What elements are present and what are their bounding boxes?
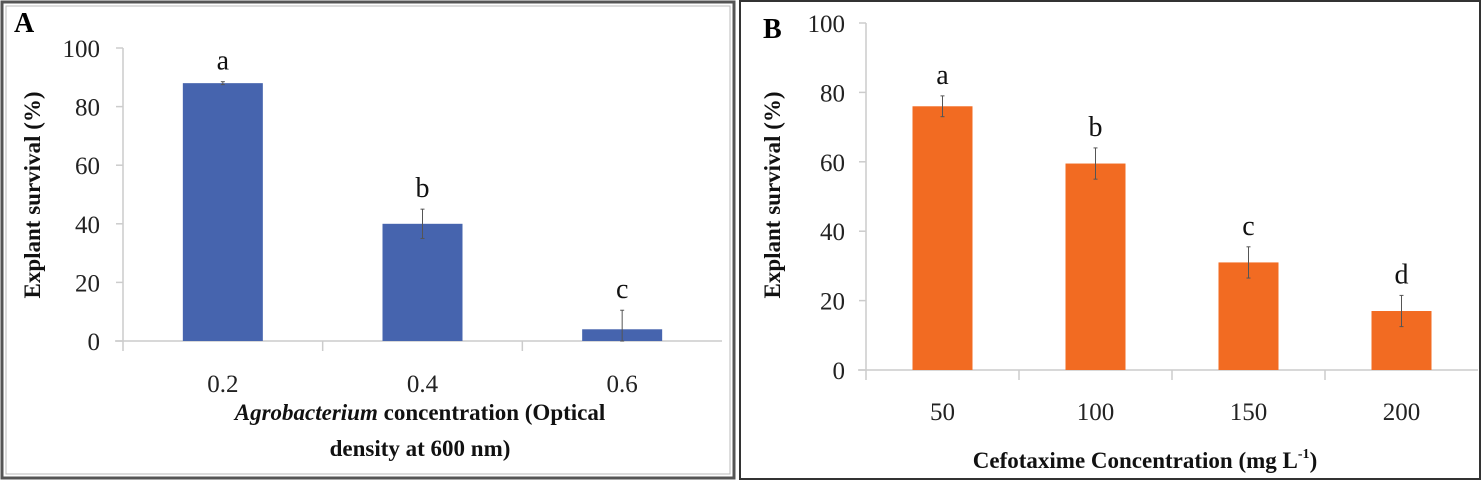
- y-axis-label: Explant survival (%): [20, 91, 45, 298]
- x-axis-label-main: Cefotaxime Concentration (mg L: [973, 448, 1298, 473]
- bar: [1065, 163, 1126, 370]
- x-tick-label: 0.4: [407, 371, 439, 398]
- panel-b-frame: [739, 0, 1481, 480]
- x-axis-label-end: ): [1310, 448, 1318, 473]
- x-axis-label-line2: density at 600 nm): [330, 436, 511, 461]
- chart-a: 0 20 40 60 80 100 a 0.2 b 0.4 c 0.6 A Explant surviva…: [14, 8, 722, 461]
- significance-letter: c: [1242, 211, 1254, 242]
- significance-letter: b: [1089, 112, 1103, 143]
- bar: [182, 83, 263, 341]
- x-tick-label: 100: [1077, 399, 1115, 426]
- panel-a-frame-inner: [5, 5, 731, 475]
- y-tick-label: 80: [75, 95, 100, 122]
- y-tick-label: 100: [63, 36, 101, 63]
- bar: [382, 223, 463, 341]
- y-tick-label: 100: [808, 11, 846, 38]
- chart-b: 0 20 40 60 80 100 a 50 b 100 c 150 d 200 B Explant surv…: [760, 11, 1478, 473]
- y-tick-label: 80: [820, 80, 845, 107]
- y-tick-label: 60: [75, 153, 100, 180]
- y-tick-label: 20: [820, 289, 845, 316]
- y-tick-label: 0: [88, 329, 101, 356]
- x-axis-label: Cefotaxime Concentration (mg L-1): [973, 447, 1317, 473]
- significance-letter: d: [1395, 259, 1409, 290]
- x-axis-label: Agrobacterium concentration (Optical: [233, 400, 606, 425]
- x-tick-label: 50: [930, 399, 955, 426]
- x-tick-label: 0.6: [607, 371, 638, 398]
- panel-label: A: [14, 8, 35, 39]
- panel-a-frame: [0, 0, 736, 480]
- y-tick-label: 40: [820, 219, 845, 246]
- bar: [912, 106, 973, 370]
- significance-letter: a: [217, 46, 230, 77]
- y-tick-label: 20: [75, 270, 100, 297]
- y-axis-label: Explant survival (%): [760, 91, 785, 298]
- x-tick-label: 200: [1383, 399, 1421, 426]
- significance-letter: a: [936, 60, 949, 91]
- x-tick-label: 150: [1230, 399, 1268, 426]
- x-tick-label: 0.2: [207, 371, 238, 398]
- y-tick-label: 60: [820, 150, 845, 177]
- bar: [1218, 262, 1279, 370]
- y-tick-label: 40: [75, 212, 100, 239]
- x-axis-label-italic: Agrobacterium: [233, 400, 378, 425]
- significance-letter: b: [416, 173, 430, 204]
- x-axis-label-superscript: -1: [1298, 447, 1310, 462]
- significance-letter: c: [616, 274, 628, 305]
- y-tick-label: 0: [833, 358, 846, 385]
- x-axis-label-line1: concentration (Optical: [378, 400, 605, 425]
- panel-label: B: [763, 14, 782, 45]
